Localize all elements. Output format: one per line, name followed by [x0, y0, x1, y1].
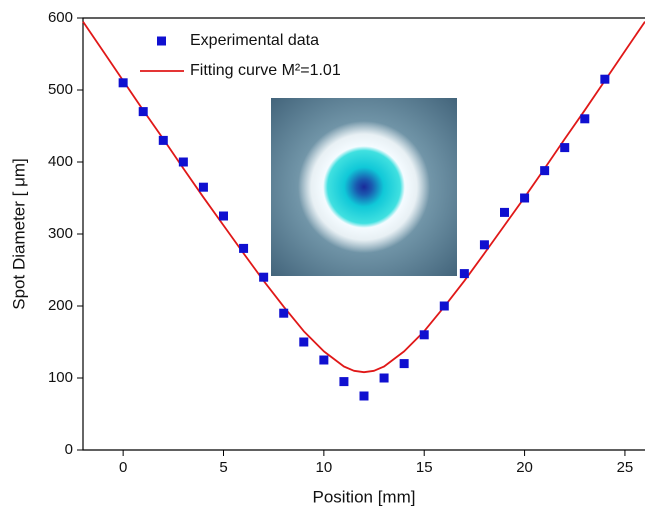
data-point [379, 373, 389, 383]
x-tick-label: 0 [119, 459, 127, 476]
y-axis-label: Spot Diameter [ μm] [9, 158, 28, 310]
x-tick-label: 5 [219, 459, 227, 476]
data-point [219, 211, 228, 221]
data-point [500, 207, 509, 217]
data-point [198, 182, 208, 192]
data-point [138, 107, 148, 117]
data-point [520, 193, 530, 203]
legend-label: Experimental data [190, 32, 319, 49]
data-point [560, 143, 570, 153]
y-tick-label: 500 [48, 81, 73, 98]
data-point [178, 157, 188, 167]
data-point [339, 377, 349, 387]
data-point [319, 355, 329, 365]
data-point [580, 114, 590, 124]
y-tick-label: 600 [48, 9, 73, 26]
y-tick-label: 300 [48, 225, 73, 242]
data-point [158, 135, 168, 145]
data-point [259, 272, 269, 282]
data-point [118, 78, 128, 88]
y-tick-label: 200 [48, 297, 73, 314]
x-tick-label: 25 [617, 459, 634, 476]
legend-swatch [157, 36, 166, 46]
data-point [479, 240, 489, 250]
x-tick-label: 10 [316, 459, 333, 476]
data-point [600, 74, 610, 84]
x-tick-label: 15 [416, 459, 433, 476]
y-tick-label: 0 [65, 441, 73, 458]
data-point [239, 243, 249, 253]
y-tick-label: 100 [48, 369, 73, 386]
legend-label: Fitting curve M²=1.01 [190, 62, 341, 79]
y-tick-label: 400 [48, 153, 73, 170]
x-tick-label: 20 [516, 459, 533, 476]
data-point [359, 391, 369, 401]
data-point [459, 269, 469, 279]
data-point [419, 330, 429, 340]
x-axis-label: Position [mm] [313, 487, 416, 506]
inset-photo [271, 98, 457, 276]
data-point [439, 301, 449, 311]
data-point [540, 166, 550, 176]
data-point [299, 337, 309, 347]
data-point [279, 308, 289, 318]
data-point [399, 359, 409, 369]
